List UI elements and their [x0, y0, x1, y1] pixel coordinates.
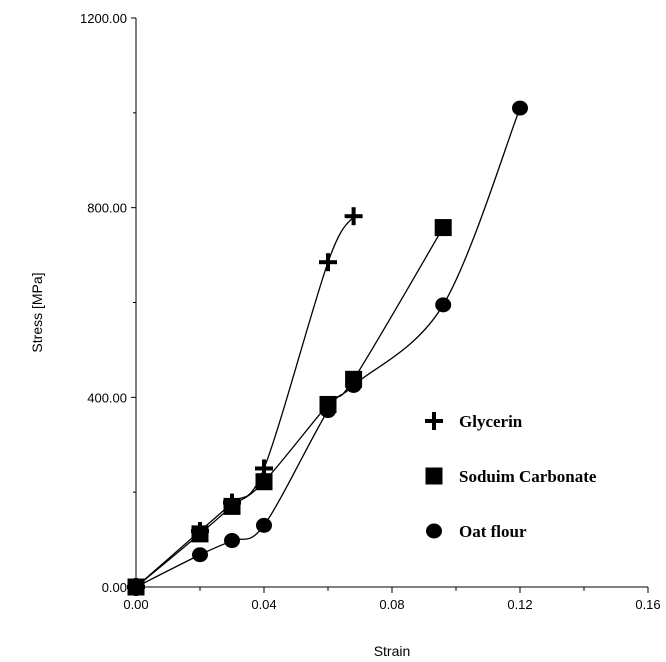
legend-item-oat-flour: Oat flour	[426, 522, 527, 541]
legend-square-icon	[425, 467, 443, 485]
data-point-glycerin	[223, 493, 241, 512]
data-point-oat-flour	[256, 517, 272, 533]
data-point-oat-flour	[224, 533, 240, 549]
y-tick-label: 1200.00	[80, 11, 127, 26]
legend-label: Oat flour	[459, 522, 527, 541]
series-line-soduim-carbonate	[135, 227, 444, 588]
legend: Glycerin Soduim Carbonate Oat flour	[425, 412, 597, 541]
data-point-glycerin	[344, 207, 363, 226]
y-tick-label: 800.00	[87, 201, 127, 216]
data-point-soduim-carbonate	[434, 219, 452, 237]
x-tick-label: 0.16	[635, 597, 660, 612]
legend-plus-icon	[425, 412, 443, 430]
y-axis-title: Stress [MPa]	[29, 272, 45, 352]
data-point-oat-flour	[435, 297, 452, 313]
data-point-glycerin	[191, 522, 209, 541]
data-point-oat-flour	[512, 100, 528, 116]
legend-item-soduim-carbonate: Soduim Carbonate	[425, 467, 597, 486]
legend-circle-icon	[426, 523, 442, 539]
x-tick-label: 0.00	[123, 597, 148, 612]
y-ticks: 0.00 400.00 800.00 1200.00	[80, 11, 136, 595]
x-tick-label: 0.08	[379, 597, 404, 612]
series-soduim-carbonate	[127, 219, 452, 596]
data-point-glycerin	[127, 578, 145, 596]
y-tick-label: 0.00	[102, 580, 127, 595]
legend-label: Soduim Carbonate	[459, 467, 597, 486]
data-point-soduim-carbonate	[345, 370, 363, 388]
series-line-oat-flour	[135, 107, 521, 588]
legend-item-glycerin: Glycerin	[425, 412, 523, 431]
x-tick-label: 0.04	[251, 597, 276, 612]
axes	[135, 18, 648, 588]
series-group	[127, 100, 528, 596]
data-point-oat-flour	[192, 547, 208, 563]
x-axis-title: Strain	[374, 643, 411, 659]
data-point-glycerin	[255, 459, 273, 478]
data-point-glycerin	[319, 253, 337, 272]
series-oat-flour	[128, 100, 528, 595]
x-ticks: 0.00 0.04 0.08 0.12 0.16	[123, 587, 661, 612]
x-tick-label: 0.12	[507, 597, 532, 612]
legend-label: Glycerin	[459, 412, 523, 431]
y-tick-label: 400.00	[87, 390, 127, 405]
data-point-soduim-carbonate	[319, 395, 337, 413]
series-glycerin	[127, 207, 363, 596]
